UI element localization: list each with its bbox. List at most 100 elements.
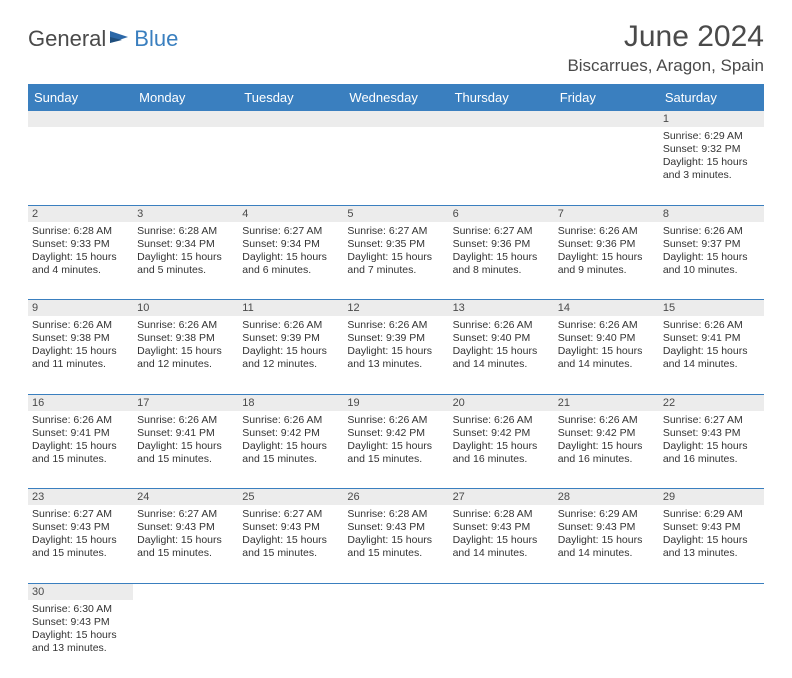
- day-cell: Sunrise: 6:26 AMSunset: 9:42 PMDaylight:…: [554, 411, 659, 489]
- sunrise-text: Sunrise: 6:27 AM: [663, 414, 760, 427]
- sunset-text: Sunset: 9:41 PM: [663, 332, 760, 345]
- day-number: 23: [28, 489, 133, 506]
- sunrise-text: Sunrise: 6:26 AM: [137, 414, 234, 427]
- day-cell: Sunrise: 6:28 AMSunset: 9:43 PMDaylight:…: [343, 505, 448, 583]
- day-cell: Sunrise: 6:28 AMSunset: 9:33 PMDaylight:…: [28, 222, 133, 300]
- day-number: 10: [133, 300, 238, 317]
- sunrise-text: Sunrise: 6:27 AM: [137, 508, 234, 521]
- flag-icon: [110, 29, 132, 52]
- day-number: 15: [659, 300, 764, 317]
- daylight-text-2: and 7 minutes.: [347, 264, 444, 277]
- sunset-text: Sunset: 9:39 PM: [347, 332, 444, 345]
- day-number: 8: [659, 205, 764, 222]
- sunset-text: Sunset: 9:34 PM: [137, 238, 234, 251]
- sunrise-text: Sunrise: 6:27 AM: [453, 225, 550, 238]
- day-number: 1: [659, 111, 764, 127]
- day-number: [449, 111, 554, 127]
- day-number: 30: [28, 583, 133, 600]
- weekday-header-row: Sunday Monday Tuesday Wednesday Thursday…: [28, 84, 764, 111]
- calendar-table: Sunday Monday Tuesday Wednesday Thursday…: [28, 84, 764, 678]
- day-number: 25: [238, 489, 343, 506]
- day-number: 17: [133, 394, 238, 411]
- daylight-text-1: Daylight: 15 hours: [558, 534, 655, 547]
- day-number: 18: [238, 394, 343, 411]
- day-number: [238, 583, 343, 600]
- day-number: [133, 583, 238, 600]
- day-cell: [659, 600, 764, 678]
- day-cell: Sunrise: 6:26 AMSunset: 9:36 PMDaylight:…: [554, 222, 659, 300]
- day-number: [133, 111, 238, 127]
- sunset-text: Sunset: 9:33 PM: [32, 238, 129, 251]
- day-cell: Sunrise: 6:27 AMSunset: 9:34 PMDaylight:…: [238, 222, 343, 300]
- day-number: 22: [659, 394, 764, 411]
- sunrise-text: Sunrise: 6:26 AM: [32, 319, 129, 332]
- daylight-text-1: Daylight: 15 hours: [137, 345, 234, 358]
- daylight-text-2: and 9 minutes.: [558, 264, 655, 277]
- daylight-text-2: and 15 minutes.: [347, 547, 444, 560]
- sunset-text: Sunset: 9:41 PM: [32, 427, 129, 440]
- daynum-row: 16171819202122: [28, 394, 764, 411]
- day-cell: Sunrise: 6:26 AMSunset: 9:39 PMDaylight:…: [343, 316, 448, 394]
- data-row: Sunrise: 6:26 AMSunset: 9:41 PMDaylight:…: [28, 411, 764, 489]
- sunrise-text: Sunrise: 6:29 AM: [663, 508, 760, 521]
- daylight-text-2: and 12 minutes.: [137, 358, 234, 371]
- day-cell: Sunrise: 6:26 AMSunset: 9:41 PMDaylight:…: [133, 411, 238, 489]
- day-cell: Sunrise: 6:27 AMSunset: 9:36 PMDaylight:…: [449, 222, 554, 300]
- day-cell: [554, 127, 659, 205]
- daynum-row: 9101112131415: [28, 300, 764, 317]
- day-cell: Sunrise: 6:26 AMSunset: 9:42 PMDaylight:…: [449, 411, 554, 489]
- daylight-text-2: and 15 minutes.: [137, 453, 234, 466]
- daylight-text-2: and 10 minutes.: [663, 264, 760, 277]
- daylight-text-1: Daylight: 15 hours: [453, 534, 550, 547]
- day-number: 12: [343, 300, 448, 317]
- day-number: [554, 111, 659, 127]
- sunrise-text: Sunrise: 6:26 AM: [558, 319, 655, 332]
- day-cell: Sunrise: 6:28 AMSunset: 9:34 PMDaylight:…: [133, 222, 238, 300]
- daylight-text-1: Daylight: 15 hours: [32, 534, 129, 547]
- day-cell: Sunrise: 6:26 AMSunset: 9:39 PMDaylight:…: [238, 316, 343, 394]
- daylight-text-2: and 13 minutes.: [347, 358, 444, 371]
- weekday-header: Friday: [554, 84, 659, 111]
- daylight-text-1: Daylight: 15 hours: [242, 534, 339, 547]
- daylight-text-1: Daylight: 15 hours: [663, 156, 760, 169]
- day-number: 7: [554, 205, 659, 222]
- brand-logo: General Blue: [28, 26, 178, 52]
- daylight-text-1: Daylight: 15 hours: [347, 345, 444, 358]
- sunset-text: Sunset: 9:36 PM: [453, 238, 550, 251]
- daylight-text-1: Daylight: 15 hours: [32, 440, 129, 453]
- sunrise-text: Sunrise: 6:26 AM: [242, 414, 339, 427]
- sunrise-text: Sunrise: 6:27 AM: [347, 225, 444, 238]
- weekday-header: Sunday: [28, 84, 133, 111]
- day-number: 20: [449, 394, 554, 411]
- day-number: [28, 111, 133, 127]
- header: General Blue June 2024 Biscarrues, Arago…: [28, 20, 764, 76]
- daylight-text-2: and 14 minutes.: [453, 358, 550, 371]
- day-cell: Sunrise: 6:28 AMSunset: 9:43 PMDaylight:…: [449, 505, 554, 583]
- sunset-text: Sunset: 9:39 PM: [242, 332, 339, 345]
- day-number: 11: [238, 300, 343, 317]
- day-number: [554, 583, 659, 600]
- data-row: Sunrise: 6:26 AMSunset: 9:38 PMDaylight:…: [28, 316, 764, 394]
- sunset-text: Sunset: 9:43 PM: [347, 521, 444, 534]
- day-cell: [554, 600, 659, 678]
- daylight-text-2: and 15 minutes.: [32, 547, 129, 560]
- day-cell: [133, 600, 238, 678]
- day-number: [238, 111, 343, 127]
- sunrise-text: Sunrise: 6:30 AM: [32, 603, 129, 616]
- weekday-header: Saturday: [659, 84, 764, 111]
- day-cell: Sunrise: 6:27 AMSunset: 9:43 PMDaylight:…: [238, 505, 343, 583]
- day-cell: Sunrise: 6:27 AMSunset: 9:35 PMDaylight:…: [343, 222, 448, 300]
- day-cell: [343, 600, 448, 678]
- sunrise-text: Sunrise: 6:26 AM: [242, 319, 339, 332]
- sunrise-text: Sunrise: 6:26 AM: [663, 225, 760, 238]
- day-cell: Sunrise: 6:27 AMSunset: 9:43 PMDaylight:…: [133, 505, 238, 583]
- sunrise-text: Sunrise: 6:26 AM: [453, 319, 550, 332]
- daylight-text-2: and 12 minutes.: [242, 358, 339, 371]
- day-number: 5: [343, 205, 448, 222]
- daylight-text-1: Daylight: 15 hours: [558, 440, 655, 453]
- day-number: 29: [659, 489, 764, 506]
- day-number: 26: [343, 489, 448, 506]
- sunset-text: Sunset: 9:43 PM: [137, 521, 234, 534]
- daylight-text-2: and 15 minutes.: [32, 453, 129, 466]
- data-row: Sunrise: 6:27 AMSunset: 9:43 PMDaylight:…: [28, 505, 764, 583]
